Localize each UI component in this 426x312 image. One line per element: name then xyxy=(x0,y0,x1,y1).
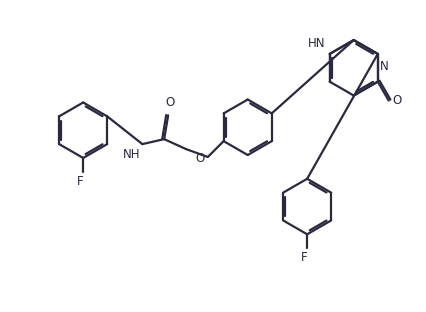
Text: O: O xyxy=(165,96,174,110)
Text: O: O xyxy=(392,94,401,107)
Text: HN: HN xyxy=(308,37,325,50)
Text: F: F xyxy=(300,251,307,264)
Text: N: N xyxy=(379,60,388,73)
Text: NH: NH xyxy=(123,148,140,161)
Text: F: F xyxy=(77,175,83,188)
Text: O: O xyxy=(195,153,204,165)
